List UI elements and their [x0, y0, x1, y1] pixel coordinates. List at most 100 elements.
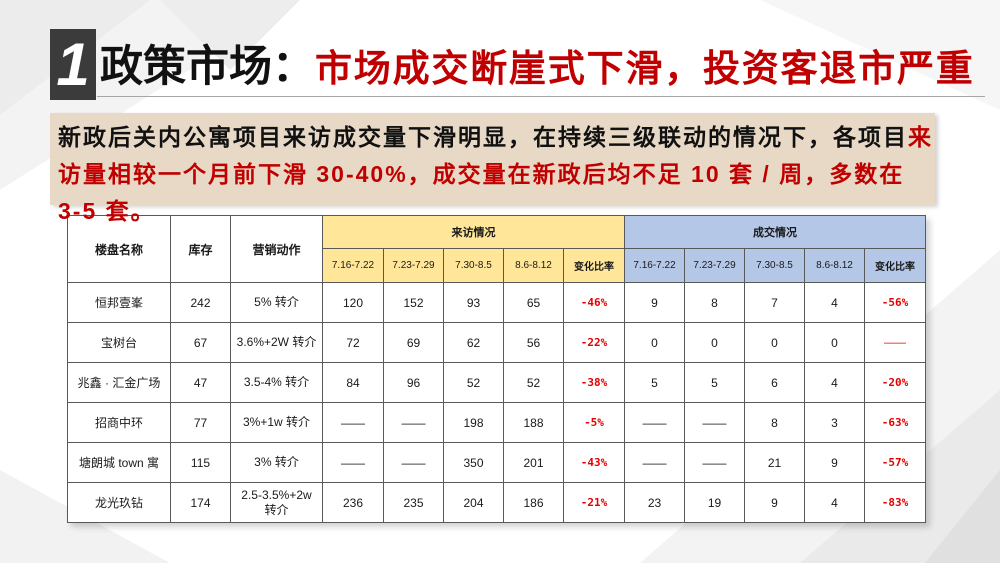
stock-cell: 77 — [170, 402, 231, 443]
header-visit-period: 7.16-7.22 — [322, 248, 384, 283]
deal-count-cell: 4 — [804, 282, 866, 323]
table-row: 龙光玖钻 174 2.5-3.5%+2w 转介 236 235 204 186 -21% 23 1… — [67, 482, 927, 523]
visit-change-rate-cell: -38% — [562, 362, 626, 403]
deal-change-rate-cell: -83% — [864, 482, 927, 523]
title-underline — [97, 96, 985, 97]
deal-count-cell: 9 — [804, 442, 866, 483]
deal-count-cell: —— — [624, 402, 686, 443]
header-visit-group: 来访情况 — [321, 215, 626, 249]
stock-cell: 115 — [170, 442, 231, 483]
deal-count-cell: —— — [684, 442, 746, 483]
project-name-cell: 兆鑫 · 汇金广场 — [67, 362, 171, 403]
visit-count-cell: 204 — [443, 482, 504, 523]
table-row: 宝树台 67 3.6%+2W 转介 72 69 62 56 -22% 0 0 0 0 —— — [67, 322, 927, 363]
visit-count-cell: —— — [383, 402, 444, 443]
visit-change-rate-cell: -5% — [562, 402, 626, 443]
slide-title: 政策市场： 市场成交断崖式下滑，投资客退市严重 — [100, 41, 975, 95]
visit-change-rate-cell: -21% — [562, 482, 626, 523]
deal-change-rate-cell: -56% — [864, 282, 927, 323]
title-headline: 市场成交断崖式下滑，投资客退市严重 — [315, 48, 975, 89]
marketing-cell: 3.6%+2W 转介 — [230, 322, 323, 363]
deal-change-rate-cell: -63% — [864, 402, 927, 443]
visit-count-cell: 72 — [322, 322, 384, 363]
deal-change-rate-cell: -20% — [864, 362, 927, 403]
visit-count-cell: —— — [322, 402, 384, 443]
summary-red-text: 来 — [908, 124, 933, 150]
project-name-cell: 招商中环 — [67, 402, 171, 443]
deal-count-cell: 0 — [744, 322, 806, 363]
deal-count-cell: 19 — [684, 482, 746, 523]
visit-count-cell: 186 — [503, 482, 564, 523]
header-visit-change-rate: 变化比率 — [562, 248, 626, 283]
section-number: 1 — [56, 30, 90, 98]
header-visit-period: 8.6-8.12 — [503, 248, 564, 283]
summary-line: 3-5 套。 — [58, 198, 156, 224]
deal-change-rate-cell: —— — [864, 322, 927, 363]
deal-count-cell: 8 — [684, 282, 746, 323]
summary-box — [50, 113, 935, 205]
marketing-cell: 3% 转介 — [230, 442, 323, 483]
visit-count-cell: 198 — [443, 402, 504, 443]
marketing-cell: 5% 转介 — [230, 282, 323, 323]
marketing-cell: 3%+1w 转介 — [230, 402, 323, 443]
stock-cell: 67 — [170, 322, 231, 363]
table-header-row: 楼盘名称 库存 营销动作 来访情况 成交情况 — [67, 215, 927, 283]
summary-line: 访量相较一个月前下滑 30-40%，成交量在新政后均不足 10 套 / 周，多数… — [58, 161, 905, 187]
deal-count-cell: 0 — [624, 322, 686, 363]
deal-count-cell: —— — [684, 402, 746, 443]
visit-change-rate-cell: -46% — [562, 282, 626, 323]
visit-count-cell: —— — [322, 442, 384, 483]
project-name-cell: 塘朗城 town 寓 — [67, 442, 171, 483]
stock-cell: 242 — [170, 282, 231, 323]
header-deal-period: 8.6-8.12 — [804, 248, 866, 283]
deal-count-cell: 6 — [744, 362, 806, 403]
header-visit-period: 7.23-7.29 — [383, 248, 444, 283]
visit-count-cell: —— — [383, 442, 444, 483]
deal-count-cell: 5 — [684, 362, 746, 403]
table-row: 恒邦壹峯 242 5% 转介 120 152 93 65 -46% 9 8 7 4 -56% — [67, 282, 927, 323]
marketing-cell: 2.5-3.5%+2w 转介 — [230, 482, 323, 523]
deal-change-rate-cell: -57% — [864, 442, 927, 483]
project-name-cell: 恒邦壹峯 — [67, 282, 171, 323]
header-deal-period: 7.16-7.22 — [624, 248, 686, 283]
visit-change-rate-cell: -22% — [562, 322, 626, 363]
visit-count-cell: 235 — [383, 482, 444, 523]
summary-black-text: 新政后关内公寓项目来访成交量下滑明显，在持续三级联动的情况下，各项目 — [58, 124, 908, 150]
stock-cell: 47 — [170, 362, 231, 403]
visit-count-cell: 69 — [383, 322, 444, 363]
visit-count-cell: 188 — [503, 402, 564, 443]
deal-count-cell: 23 — [624, 482, 686, 523]
project-name-cell: 宝树台 — [67, 322, 171, 363]
visit-count-cell: 62 — [443, 322, 504, 363]
visit-count-cell: 120 — [322, 282, 384, 323]
deal-count-cell: 8 — [744, 402, 806, 443]
deal-count-cell: 21 — [744, 442, 806, 483]
deal-count-cell: 0 — [804, 322, 866, 363]
visit-count-cell: 236 — [322, 482, 384, 523]
visit-count-cell: 84 — [322, 362, 384, 403]
visit-count-cell: 52 — [443, 362, 504, 403]
section-number-badge: 1 — [50, 29, 96, 100]
header-deal-period: 7.23-7.29 — [684, 248, 746, 283]
visit-count-cell: 350 — [443, 442, 504, 483]
background-shape — [760, 0, 1000, 110]
table-subheader-row: 7.16-7.22 7.23-7.29 7.30-8.5 8.6-8.12 变化… — [68, 248, 927, 283]
deal-count-cell: 4 — [804, 482, 866, 523]
visit-count-cell: 56 — [503, 322, 564, 363]
deal-count-cell: 0 — [684, 322, 746, 363]
visit-count-cell: 201 — [503, 442, 564, 483]
stock-cell: 174 — [170, 482, 231, 523]
visit-count-cell: 93 — [443, 282, 504, 323]
header-deal-group: 成交情况 — [624, 215, 927, 249]
summary-line: 新政后关内公寓项目来访成交量下滑明显，在持续三级联动的情况下，各项目来 — [58, 119, 933, 156]
project-name-cell: 龙光玖钻 — [67, 482, 171, 523]
deal-count-cell: 4 — [804, 362, 866, 403]
background-shape — [160, 0, 300, 70]
deal-count-cell: 3 — [804, 402, 866, 443]
header-deal-change-rate: 变化比率 — [864, 248, 927, 283]
visit-change-rate-cell: -43% — [562, 442, 626, 483]
deal-count-cell: 7 — [744, 282, 806, 323]
deal-count-cell: —— — [624, 442, 686, 483]
title-topic: 政策市场： — [100, 43, 315, 91]
table-row: 兆鑫 · 汇金广场 47 3.5-4% 转介 84 96 52 52 -38% 5 5 6 4 -20% — [67, 362, 927, 403]
